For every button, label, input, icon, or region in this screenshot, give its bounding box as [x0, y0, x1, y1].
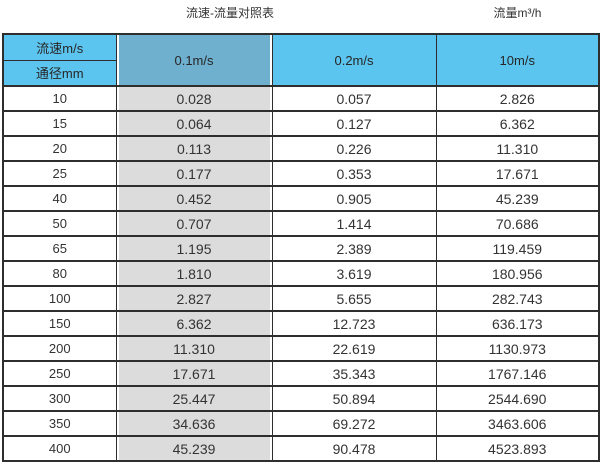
table-row: 10 0.028 0.057 2.826 [2, 85, 600, 112]
table-row: 20 0.113 0.226 11.310 [2, 135, 600, 162]
flow-value-cell: 35.343 [271, 360, 437, 387]
flow-value-cell: 3463.606 [435, 410, 600, 437]
diameter-cell: 250 [2, 360, 117, 387]
table-row: 400 45.239 90.478 4523.893 [2, 435, 600, 462]
table-row: 15 0.064 0.127 6.362 [2, 110, 600, 137]
flow-value-cell: 1.414 [271, 210, 437, 237]
flow-value-cell: 180.956 [435, 260, 600, 287]
flow-value-cell: 34.636 [115, 410, 273, 437]
flow-value-cell: 0.707 [115, 210, 273, 237]
flow-value-cell: 636.173 [435, 310, 600, 337]
table-body: 10 0.028 0.057 2.826 15 0.064 0.127 6.36… [2, 85, 600, 462]
diameter-cell: 80 [2, 260, 117, 287]
flow-value-cell: 2.827 [115, 285, 273, 312]
flow-value-cell: 1767.146 [435, 360, 600, 387]
table-row: 50 0.707 1.414 70.686 [2, 210, 600, 237]
flow-value-cell: 2.389 [271, 235, 437, 262]
table-row: 80 1.810 3.619 180.956 [2, 260, 600, 287]
table-title: 流速-流量对照表 [186, 6, 274, 20]
header-row-top: 流速m/s 0.1m/s 0.2m/s 10m/s [2, 33, 600, 87]
diameter-cell: 15 [2, 110, 117, 137]
flow-value-cell: 282.743 [435, 285, 600, 312]
table-row: 65 1.195 2.389 119.459 [2, 235, 600, 262]
flow-value-cell: 17.671 [115, 360, 273, 387]
corner-diameter-label: 通径mm [2, 59, 117, 87]
flow-value-cell: 0.113 [115, 135, 273, 162]
flow-value-cell: 69.272 [271, 410, 437, 437]
flow-value-cell: 17.671 [435, 160, 600, 187]
table-row: 40 0.452 0.905 45.239 [2, 185, 600, 212]
flow-value-cell: 25.447 [115, 385, 273, 412]
flow-value-cell: 50.894 [271, 385, 437, 412]
flow-value-cell: 0.127 [271, 110, 437, 137]
diameter-cell: 100 [2, 285, 117, 312]
table-row: 350 34.636 69.272 3463.606 [2, 410, 600, 437]
column-header-0-2ms: 0.2m/s [271, 33, 437, 87]
flow-unit-label: 流量m³/h [493, 6, 542, 20]
flow-value-cell: 22.619 [271, 335, 437, 362]
header-row-bottom: 通径mm [2, 59, 599, 87]
table-row: 100 2.827 5.655 282.743 [2, 285, 600, 312]
flow-value-cell: 0.177 [115, 160, 273, 187]
table-row: 25 0.177 0.353 17.671 [2, 160, 600, 187]
diameter-cell: 50 [2, 210, 117, 237]
flow-value-cell: 12.723 [271, 310, 437, 337]
flow-value-cell: 0.057 [271, 85, 437, 112]
diameter-cell: 25 [2, 160, 117, 187]
flow-value-cell: 70.686 [435, 210, 600, 237]
table-row: 250 17.671 35.343 1767.146 [2, 360, 600, 387]
diameter-cell: 20 [2, 135, 117, 162]
flow-value-cell: 45.239 [115, 435, 273, 462]
flow-rate-table: 流速m/s 0.1m/s 0.2m/s 10m/s 通径mm 10 0.028 … [2, 33, 600, 462]
flow-value-cell: 0.353 [271, 160, 437, 187]
flow-value-cell: 5.655 [271, 285, 437, 312]
diameter-cell: 10 [2, 85, 117, 112]
flow-value-cell: 11.310 [115, 335, 273, 362]
diameter-cell: 400 [2, 435, 117, 462]
diameter-cell: 300 [2, 385, 117, 412]
diameter-cell: 350 [2, 410, 117, 437]
flow-value-cell: 119.459 [435, 235, 600, 262]
flow-value-cell: 0.905 [271, 185, 437, 212]
diameter-cell: 40 [2, 185, 117, 212]
flow-value-cell: 0.226 [271, 135, 437, 162]
flow-value-cell: 11.310 [435, 135, 600, 162]
flow-value-cell: 0.028 [115, 85, 273, 112]
flow-value-cell: 6.362 [115, 310, 273, 337]
corner-velocity-label: 流速m/s [2, 33, 117, 61]
diameter-cell: 150 [2, 310, 117, 337]
table-row: 150 6.362 12.723 636.173 [2, 310, 600, 337]
flow-value-cell: 3.619 [271, 260, 437, 287]
flow-value-cell: 1130.973 [435, 335, 600, 362]
table-row: 300 25.447 50.894 2544.690 [2, 385, 600, 412]
flow-value-cell: 0.064 [115, 110, 273, 137]
table-header: 流速m/s 0.1m/s 0.2m/s 10m/s 通径mm [2, 33, 600, 87]
flow-value-cell: 1.195 [115, 235, 273, 262]
flow-value-cell: 45.239 [435, 185, 600, 212]
table-row: 200 11.310 22.619 1130.973 [2, 335, 600, 362]
diameter-cell: 65 [2, 235, 117, 262]
flow-value-cell: 0.452 [115, 185, 273, 212]
column-header-10ms: 10m/s [435, 33, 600, 87]
flow-value-cell: 2.826 [435, 85, 600, 112]
flow-value-cell: 90.478 [271, 435, 437, 462]
flow-value-cell: 6.362 [435, 110, 600, 137]
diameter-cell: 200 [2, 335, 117, 362]
flow-value-cell: 4523.893 [435, 435, 600, 462]
flow-value-cell: 2544.690 [435, 385, 600, 412]
column-header-0-1ms: 0.1m/s [115, 33, 273, 87]
flow-value-cell: 1.810 [115, 260, 273, 287]
